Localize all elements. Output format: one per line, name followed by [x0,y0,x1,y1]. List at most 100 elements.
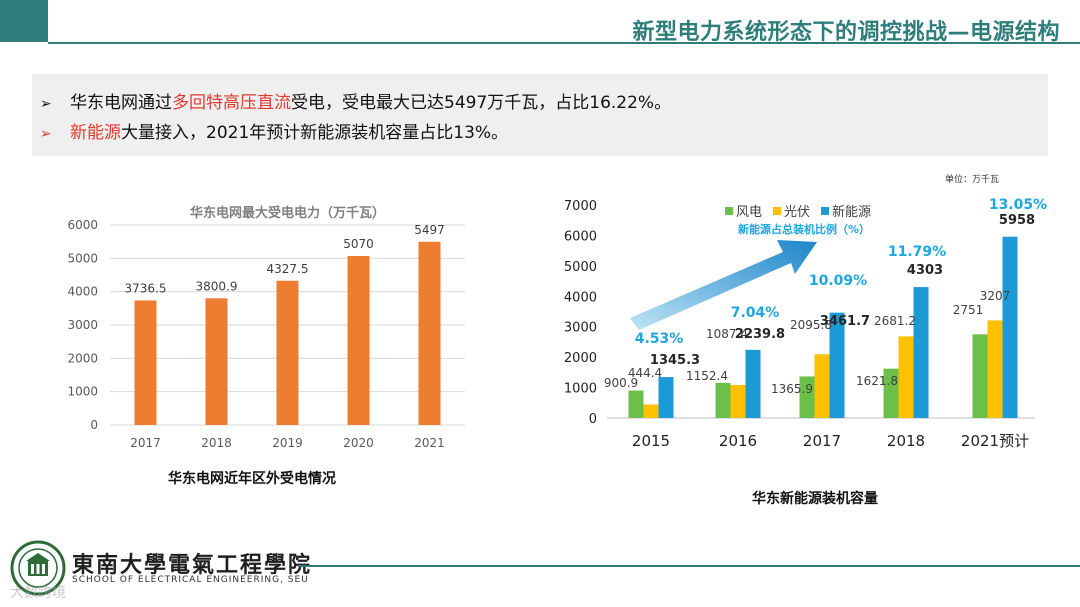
bar [898,336,914,418]
bar [987,320,1003,418]
footer-rule [298,565,1080,567]
data-label: 3736.5 [125,281,167,295]
unit-label: 单位：万千瓦 [945,173,999,185]
bar [643,404,659,418]
bar [814,354,830,418]
data-label: 4303 [907,263,943,278]
data-label: 1087.4 [706,327,748,341]
watermark: 大数跨境 [10,585,66,601]
legend-swatch [773,207,781,215]
y-tick-label: 3000 [67,318,98,332]
x-tick-label: 2017 [803,432,841,450]
bar [745,349,761,418]
bar [658,377,674,418]
data-label: 3800.9 [196,279,238,293]
legend-label: 新能源 [832,204,871,220]
data-label: 3207 [980,289,1011,303]
y-tick-label: 2000 [564,351,597,366]
chart1-title: 华东电网最大受电电力（万千瓦） [190,205,385,221]
received-power-chart: 华东电网最大受电电力（万千瓦） 0 1000 2000 3000 4000 5000 6000… [67,205,465,450]
legend-swatch [725,207,733,215]
slide-title: 新型电力系统形态下的调控挑战—电源结构 [632,20,1060,45]
data-label: 5497 [414,223,445,237]
bar [628,390,644,418]
data-label: 1152.4 [686,369,728,383]
arrow-bullet-icon: ➢ [40,96,52,112]
x-tick-label: 2018 [201,436,232,450]
x-tick-label: 2015 [632,432,670,450]
bar [715,382,731,418]
bar [799,376,815,418]
bar [883,368,899,418]
bar [730,384,746,418]
y-tick-label: 6000 [67,218,98,232]
school-name-cn: 東南大學電氣工程學院 [72,552,313,578]
data-label: 900.9 [604,376,638,390]
bar [1002,236,1018,418]
legend-label: 光伏 [784,205,810,220]
x-tick-label: 2021预计 [961,432,1029,450]
x-tick-label: 2016 [719,432,757,450]
ratio-label: 7.04% [731,305,780,321]
school-name-en: SCHOOL OF ELECTRICAL ENGINEERING, SEU [72,575,309,585]
data-label: 5070 [343,237,374,251]
y-tick-label: 2000 [67,351,98,365]
bar [913,287,929,418]
data-label: 2751 [953,303,984,317]
bullet-highlight: 多回特高压直流 [172,93,291,113]
y-tick-label: 6000 [564,229,597,244]
ratio-label: 4.53% [635,331,684,347]
data-label: 5958 [999,213,1035,228]
bar [276,280,299,425]
ratio-label: 11.79% [888,244,946,260]
bullet-text: 华东电网通过 [70,93,172,113]
data-label: 4327.5 [267,262,309,276]
x-tick-label: 2019 [272,436,303,450]
y-tick-label: 0 [589,412,597,427]
bar [418,241,441,425]
data-label: 1365.9 [771,382,813,396]
bullet-item: ➢ 新能源大量接入，2021年预计新能源装机容量占比13%。 [40,118,508,143]
bullet-panel: ➢ 华东电网通过多回特高压直流受电，受电最大已达5497万千瓦，占比16.22%。… [32,74,1048,156]
arrow-bullet-icon: ➢ [40,126,52,142]
bar [205,298,228,425]
x-tick-label: 2017 [130,436,161,450]
x-tick-label: 2020 [343,436,374,450]
data-label: 3461.7 [820,314,870,329]
header-rule [48,42,1080,44]
data-label: 2239.8 [735,327,785,342]
legend-label: 风电 [736,205,762,220]
bar [972,334,988,418]
x-tick-label: 2018 [887,432,925,450]
y-tick-label: 7000 [564,199,597,214]
university-logo-icon [10,540,66,596]
y-tick-label: 1000 [564,382,597,397]
y-tick-label: 4000 [67,285,98,299]
data-label: 1345.3 [650,353,700,368]
data-label: 444.4 [628,366,662,380]
bar [134,300,157,425]
ratio-label: 10.09% [809,273,867,289]
bullet-item: ➢ 华东电网通过多回特高压直流受电，受电最大已达5497万千瓦，占比16.22%。 [40,88,671,113]
chart1-caption: 华东电网近年区外受电情况 [168,471,336,487]
trend-arrow-icon [630,240,817,330]
header-corner-block [0,0,48,42]
chart2-caption: 华东新能源装机容量 [752,491,878,507]
bullet-text: 大量接入，2021年预计新能源装机容量占比13%。 [121,123,509,143]
new-energy-capacity-chart: 单位：万千瓦01000200030004000500060007000 风电 光伏新… [564,173,1047,450]
legend-swatch [821,207,829,215]
data-label: 2681.2 [874,314,916,328]
bullet-highlight: 新能源 [70,123,121,143]
ratio-legend-label: 新能源占总装机比例（%） [738,222,870,236]
bar [347,256,370,425]
data-label: 2095.8 [790,318,832,332]
x-tick-label: 2021 [414,436,445,450]
ratio-label: 13.05% [989,197,1047,213]
bar [829,312,845,418]
y-tick-label: 5000 [67,251,98,265]
y-tick-label: 5000 [564,260,597,275]
y-tick-label: 3000 [564,321,597,336]
y-tick-label: 4000 [564,290,597,305]
bullet-text: 受电，受电最大已达5497万千瓦，占比16.22%。 [291,93,672,113]
y-tick-label: 1000 [67,385,98,399]
